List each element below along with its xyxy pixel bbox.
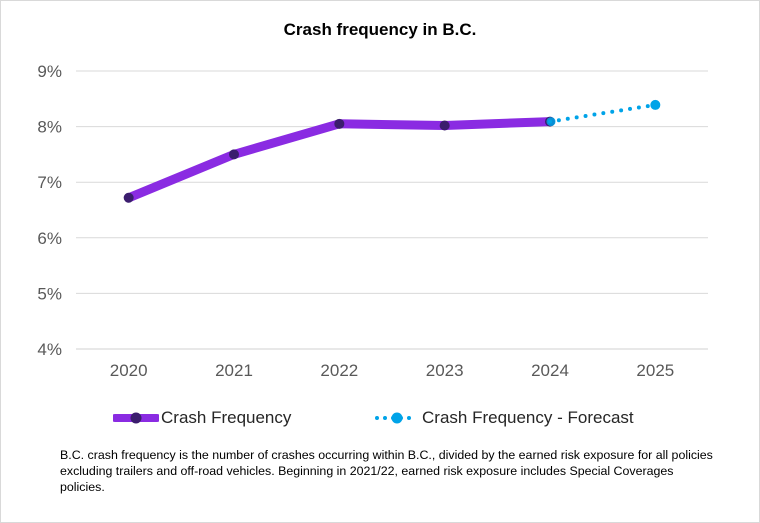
x-tick-label: 2025: [636, 361, 674, 380]
legend-swatch-dotted: [375, 412, 419, 424]
x-tick-label: 2024: [531, 361, 569, 380]
y-tick-label: 7%: [37, 173, 62, 192]
x-tick-label: 2022: [320, 361, 358, 380]
y-tick-label: 9%: [37, 62, 62, 81]
y-tick-label: 5%: [37, 284, 62, 303]
chart-footnote: B.C. crash frequency is the number of cr…: [60, 448, 713, 494]
legend-label-crash-frequency: Crash Frequency: [161, 408, 292, 427]
line-chart: 4% 5% 6% 7% 8% 9% 2020 2021 2022 2023 2024 2025: [37, 62, 708, 380]
x-tick-label: 2021: [215, 361, 253, 380]
chart-legend: Crash Frequency Crash Frequency - Foreca…: [0, 404, 760, 432]
data-point-forecast-start: [546, 117, 556, 127]
y-tick-label: 6%: [37, 229, 62, 248]
legend-swatch-solid: [113, 412, 159, 424]
legend-item-forecast: Crash Frequency - Forecast: [374, 404, 634, 432]
data-point-crash-frequency: [123, 192, 134, 203]
x-tick-label: 2020: [110, 361, 148, 380]
legend-item-crash-frequency: Crash Frequency: [113, 404, 291, 432]
series-line-forecast: [548, 102, 658, 124]
x-tick-label: 2023: [426, 361, 464, 380]
data-point-crash-frequency: [439, 120, 450, 131]
data-point-forecast: [650, 99, 661, 110]
chart-title: Crash frequency in B.C.: [283, 20, 477, 39]
data-point-crash-frequency: [334, 118, 345, 129]
legend-label-forecast: Crash Frequency - Forecast: [422, 408, 634, 427]
y-tick-label: 8%: [37, 118, 62, 137]
data-point-crash-frequency: [229, 149, 239, 160]
series-line-crash-frequency: [124, 117, 555, 203]
y-tick-label: 4%: [37, 340, 62, 359]
